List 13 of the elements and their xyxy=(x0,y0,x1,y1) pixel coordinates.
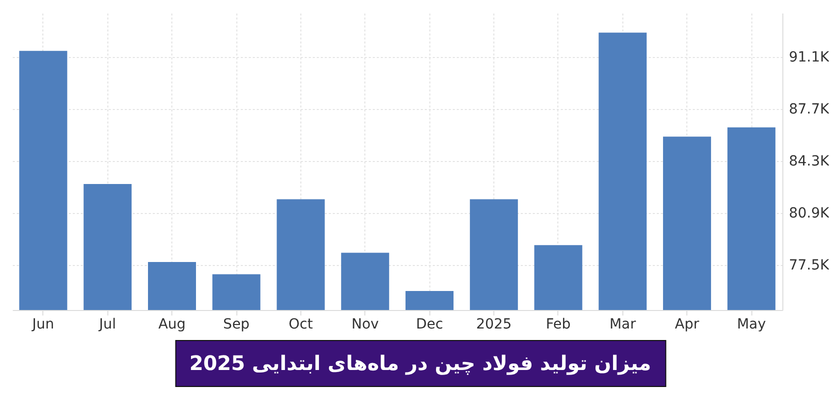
x-tick-label: Feb xyxy=(546,316,571,332)
x-tick-label: Sep xyxy=(223,316,250,332)
text: میزان تولید فولاد چین در ماه‌های ابتدایی 2025 xyxy=(189,351,652,375)
x-tick-label: Nov xyxy=(351,316,379,332)
x-tick-label: Jun xyxy=(31,316,54,332)
x-tick-label: May xyxy=(736,316,766,332)
x-tick-label: Aug xyxy=(158,316,186,332)
x-tick-label: Apr xyxy=(674,316,700,332)
x-tick-label: Dec xyxy=(416,316,444,332)
x-tick-label: 2025 xyxy=(476,316,512,332)
x-tick-label: Oct xyxy=(288,316,314,332)
x-tick-label: Mar xyxy=(609,316,636,332)
x-tick-label: Jul xyxy=(98,316,116,332)
